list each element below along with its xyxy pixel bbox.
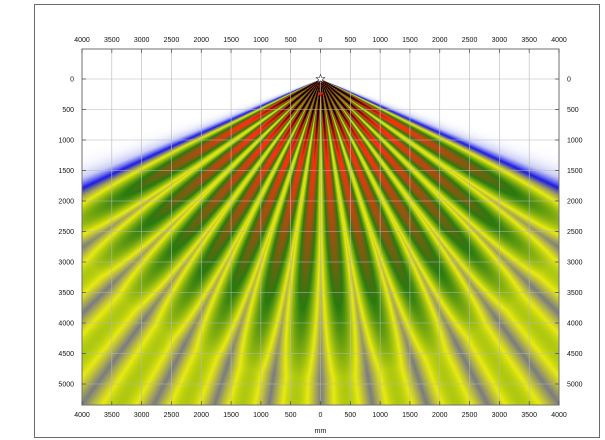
x-tick-label-top: 2500 [462,37,478,44]
x-tick-label-bottom: 2000 [432,412,448,419]
x-tick-label-top: 3000 [492,37,508,44]
y-tick-label-right: 2500 [567,229,583,236]
x-tick-label-bottom: 3500 [521,412,537,419]
x-tick-label-bottom: 1000 [253,412,269,419]
y-tick-label-right: 4000 [567,321,583,328]
x-tick-label-top: 2500 [164,37,180,44]
secondary-red-marker [318,92,323,97]
y-tick-label-left: 3500 [58,290,74,297]
x-tick-label-bottom: 2500 [462,412,478,419]
y-tick-label-left: 5000 [58,382,74,389]
x-tick-label-bottom: 4000 [74,412,90,419]
source-star-marker [315,73,326,84]
x-tick-label-bottom: 2000 [193,412,209,419]
x-tick-label-top: 3000 [134,37,150,44]
y-tick-label-left: 2500 [58,229,74,236]
markers [315,73,326,97]
tick-marks [81,49,560,405]
x-tick-label-bottom: 0 [319,412,323,419]
x-tick-label-top: 4000 [551,37,567,44]
x-tick-label-top: 2000 [432,37,448,44]
y-tick-label-left: 3000 [58,260,74,267]
x-tick-label-top: 500 [344,37,356,44]
x-tick-label-bottom: 3000 [134,412,150,419]
x-tick-label-top: 1000 [372,37,388,44]
x-tick-label-bottom: 500 [344,412,356,419]
x-tick-label-top: 0 [319,37,323,44]
x-tick-label-top: 500 [285,37,297,44]
x-tick-label-top: 3500 [104,37,120,44]
grid [81,49,560,405]
x-axis-bottom-labels: 4000 3500 3000 2500 2000 1500 1000 500 0 500 1000 1… [74,412,567,419]
x-tick-label-bottom: 3500 [104,412,120,419]
y-tick-label-left: 4000 [58,321,74,328]
y-tick-label-left: 1500 [58,168,74,175]
y-tick-label-right: 5000 [567,382,583,389]
x-tick-label-bottom: 1000 [372,412,388,419]
y-tick-label-right: 3500 [567,290,583,297]
chart-frame: 4000 3500 3000 2500 2000 1500 1000 500 0 500 1000 1… [34,4,600,438]
x-tick-label-bottom: 4000 [551,412,567,419]
y-tick-label-right: 1500 [567,168,583,175]
y-axis-right-labels: 0 500 1000 1500 2000 2500 3000 3500 4000 4500 5000 [567,77,583,389]
y-tick-label-right: 3000 [567,260,583,267]
x-tick-label-top: 1500 [223,37,239,44]
x-tick-label-top: 4000 [74,37,90,44]
x-axis-top-labels: 4000 3500 3000 2500 2000 1500 1000 500 0 500 1000 1… [74,37,567,44]
y-tick-label-left: 1000 [58,138,74,145]
y-tick-label-left: 500 [62,107,74,114]
y-tick-label-right: 500 [567,107,579,114]
x-tick-label-top: 1500 [402,37,418,44]
y-tick-label-left: 0 [70,77,74,84]
y-tick-label-right: 1000 [567,138,583,145]
y-tick-label-left: 2000 [58,199,74,206]
y-tick-label-right: 2000 [567,199,583,206]
x-tick-label-bottom: 500 [285,412,297,419]
x-tick-label-bottom: 1500 [402,412,418,419]
y-axis-left-labels: 0 500 1000 1500 2000 2500 3000 3500 4000 4500 5000 [58,77,74,389]
x-axis-title: mm [315,428,327,435]
x-tick-label-top: 2000 [193,37,209,44]
x-tick-label-bottom: 2500 [164,412,180,419]
y-tick-label-right: 4500 [567,351,583,358]
x-tick-label-top: 3500 [521,37,537,44]
x-tick-label-bottom: 1500 [223,412,239,419]
beam-field-chart: 4000 3500 3000 2500 2000 1500 1000 500 0 500 1000 1… [58,37,583,435]
y-tick-label-right: 0 [567,77,571,84]
x-tick-label-top: 1000 [253,37,269,44]
x-tick-label-bottom: 3000 [492,412,508,419]
y-tick-label-left: 4500 [58,351,74,358]
